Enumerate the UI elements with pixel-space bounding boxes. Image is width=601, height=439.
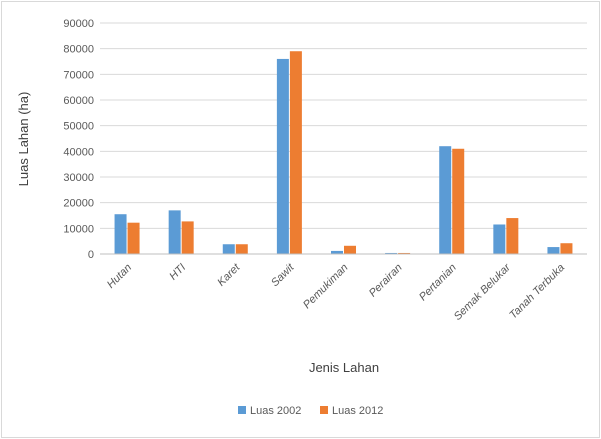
y-axis-ticks: 0 10000 20000 30000 40000 50000 60000 70000 8000… (63, 18, 94, 261)
bar-luas-2002 (114, 214, 127, 254)
bar-luas-2012 (452, 148, 465, 254)
bar-luas-2012 (506, 218, 519, 254)
x-tick-label: Pemukiman (301, 262, 351, 312)
bar-luas-2012 (127, 222, 140, 254)
y-axis-title: Luas Lahan (ha) (16, 92, 31, 187)
bar-luas-2012 (344, 245, 356, 254)
legend-swatch (238, 406, 246, 414)
bar-luas-2002 (493, 224, 506, 254)
y-tick-label: 10000 (63, 223, 94, 235)
x-axis-title: Jenis Lahan (309, 360, 379, 375)
bar-luas-2002 (276, 58, 289, 254)
x-axis-ticks: Hutan HTI Karet Sawit Pemukiman Perairan Perta… (105, 261, 567, 323)
bar-luas-2002 (222, 244, 235, 254)
bar-luas-2012 (289, 51, 302, 254)
bar-luas-2012 (560, 243, 573, 254)
x-tick-label: Sawit (269, 261, 297, 289)
x-tick-label: Tanah Terbuka (507, 262, 567, 322)
gridlines (100, 22, 587, 229)
y-tick-label: 20000 (63, 198, 94, 210)
bar-luas-2002 (331, 250, 343, 254)
y-tick-label: 80000 (63, 44, 94, 56)
y-tick-label: 90000 (63, 18, 94, 30)
x-tick-label: Semak Belukar (452, 261, 514, 323)
x-tick-label: Pertanian (417, 262, 459, 304)
bar-luas-2002 (547, 247, 560, 254)
bars (114, 51, 573, 254)
x-tick-label: Perairan (367, 262, 405, 300)
y-tick-label: 0 (88, 249, 94, 261)
legend-swatch (320, 406, 328, 414)
bar-luas-2002 (168, 210, 181, 254)
y-tick-label: 50000 (63, 121, 94, 133)
legend-label: Luas 2002 (250, 405, 301, 417)
legend: Luas 2002 Luas 2012 (238, 405, 383, 417)
bar-luas-2002 (439, 146, 452, 254)
bar-luas-2002 (385, 252, 398, 254)
y-tick-label: 70000 (63, 69, 94, 81)
bar-luas-2012 (235, 244, 248, 254)
bar-luas-2012 (181, 221, 194, 254)
x-tick-label: Karet (215, 261, 243, 289)
y-tick-label: 40000 (63, 146, 94, 158)
x-tick-label: Hutan (105, 262, 134, 291)
y-tick-label: 30000 (63, 172, 94, 184)
legend-label: Luas 2012 (332, 405, 383, 417)
bar-luas-2012 (398, 252, 411, 254)
x-tick-label: HTI (167, 262, 188, 283)
y-tick-label: 60000 (63, 95, 94, 107)
